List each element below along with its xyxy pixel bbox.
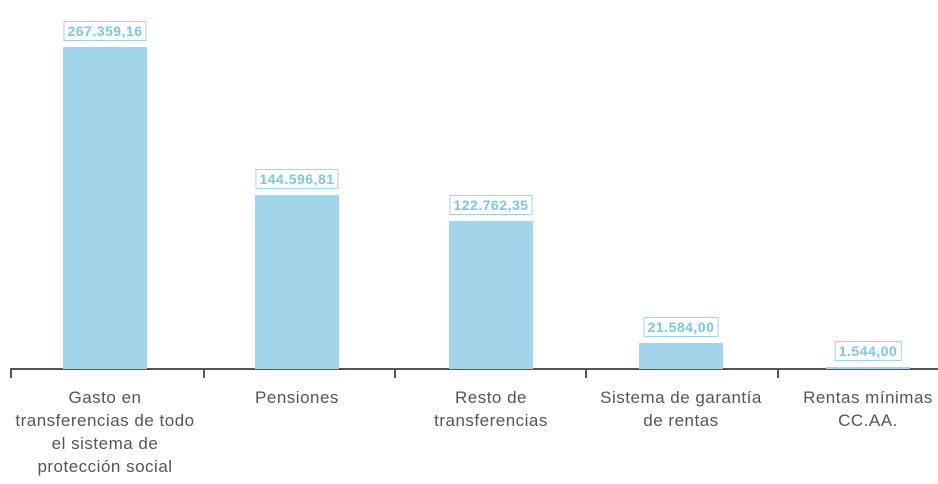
bar — [63, 47, 147, 369]
value-label: 21.584,00 — [643, 317, 719, 337]
value-label: 122.762,35 — [449, 195, 533, 216]
bar — [639, 343, 723, 369]
x-tick-label: Sistema de garantía de rentas — [600, 388, 762, 430]
value-label: 267.359,16 — [63, 21, 147, 41]
bar — [826, 367, 910, 369]
value-label: 144.596,81 — [255, 168, 339, 189]
x-tick-label: Rentas mínimas CC.AA. — [803, 388, 933, 430]
x-tick-label: Pensiones — [255, 388, 339, 407]
x-tick-label: Resto de transferencias — [434, 388, 548, 430]
bar — [449, 221, 533, 369]
bar — [255, 194, 339, 369]
value-label: 1.544,00 — [834, 341, 902, 362]
x-tick-label: Gasto en transferencias de todo el siste… — [15, 388, 195, 476]
